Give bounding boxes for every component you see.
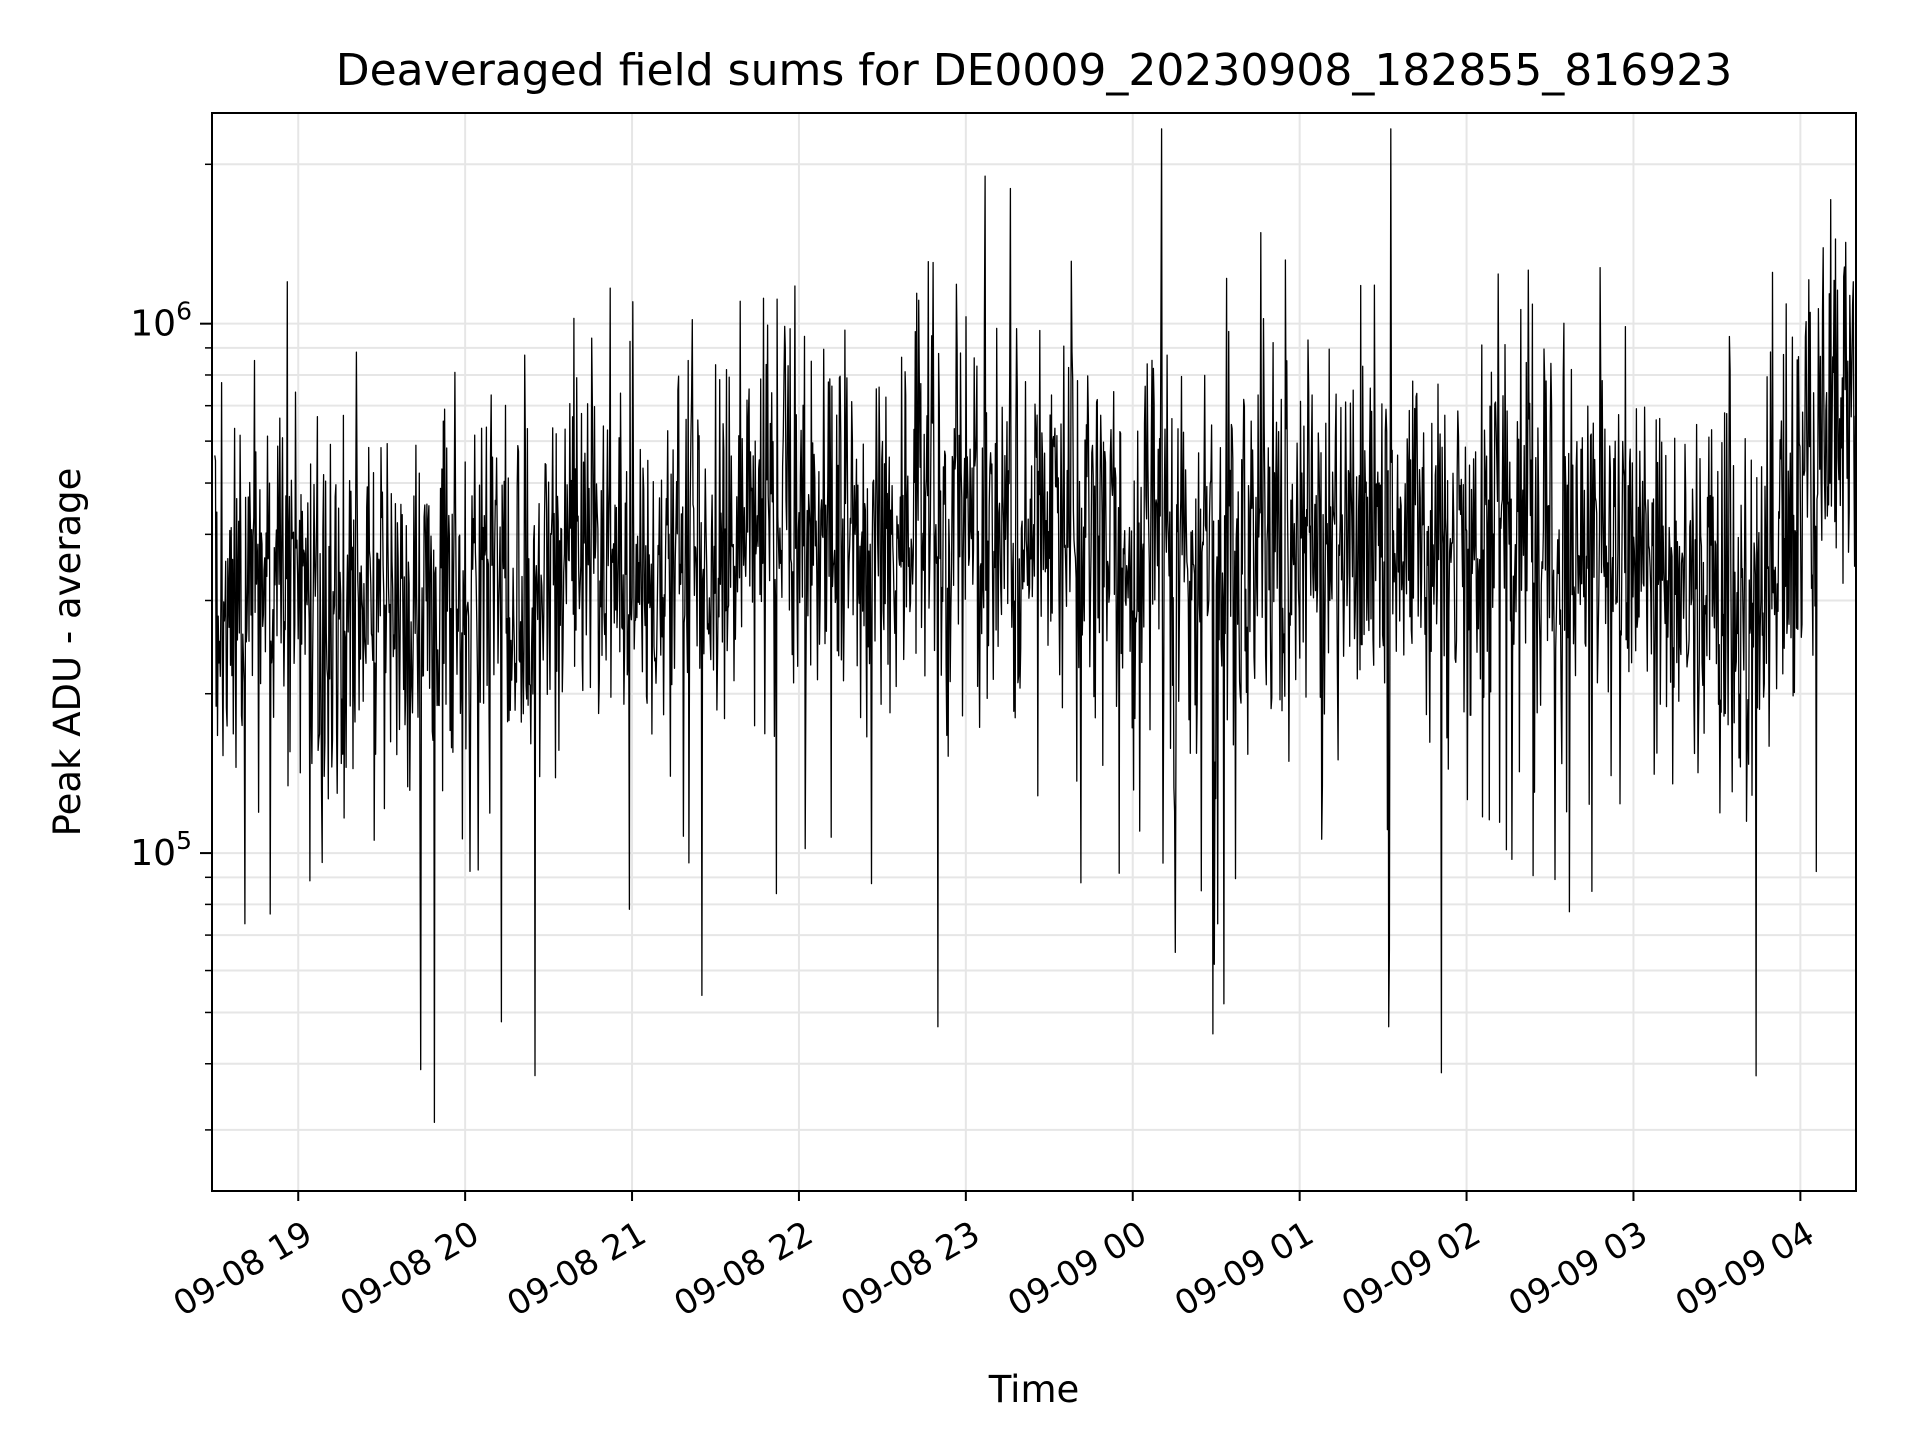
y-tick-label: 105	[130, 826, 192, 874]
y-axis-label: Peak ADU - average	[46, 468, 89, 837]
series-line	[214, 128, 1857, 1124]
y-tick-label: 106	[130, 297, 192, 345]
grid	[212, 113, 1856, 1191]
y-tick-base: 10	[130, 833, 176, 874]
y-tick-base: 10	[130, 304, 176, 345]
x-axis-label: Time	[988, 1368, 1080, 1411]
axes-frame	[211, 112, 1857, 1192]
plot-area	[214, 128, 1857, 1124]
chart-title: Deaveraged field sums for DE0009_2023090…	[336, 45, 1733, 96]
y-tick-exponent: 5	[176, 826, 192, 855]
y-tick-exponent: 6	[176, 297, 192, 326]
